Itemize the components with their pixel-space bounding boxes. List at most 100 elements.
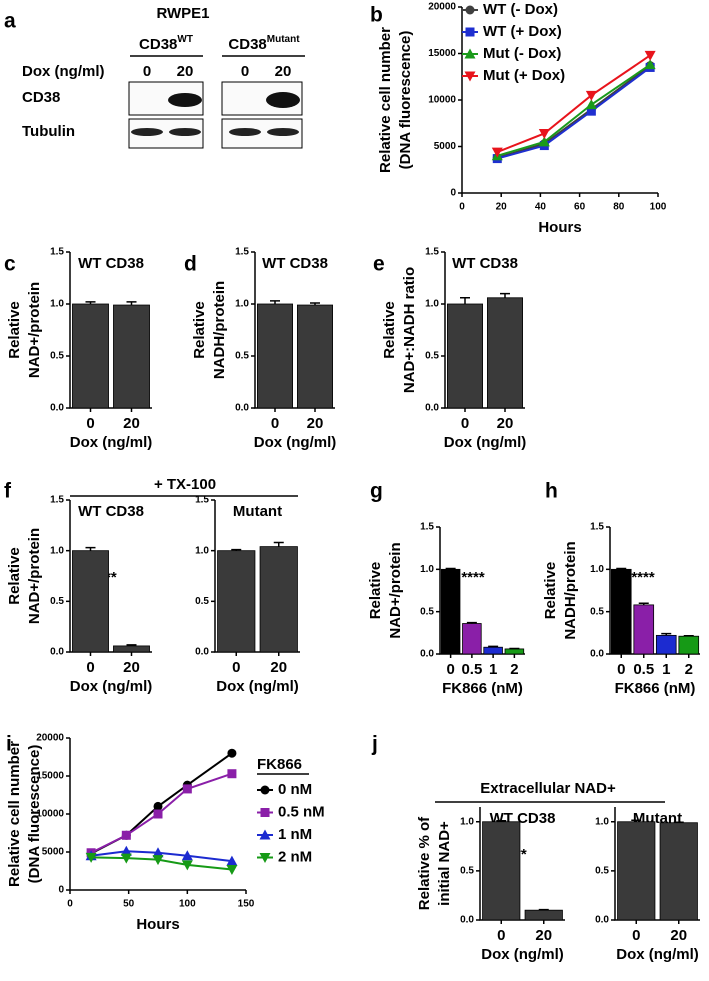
dose: 20 (275, 63, 292, 80)
group-label: CD38Mutant (228, 34, 300, 53)
significance: **** (631, 569, 655, 586)
x-tick-label: 2 (685, 661, 693, 678)
y-tick-label: 0.5 (50, 351, 64, 362)
y-axis-label: NAD+:NADH ratio (401, 267, 418, 393)
series-line (496, 64, 651, 159)
x-tick-label: 20 (497, 415, 514, 432)
x-tick-label: 0.5 (633, 661, 654, 678)
x-tick-label: 20 (307, 415, 324, 432)
y-axis-label: Relative (6, 547, 23, 605)
y-tick-label: 1.5 (50, 247, 64, 258)
chart-panel: 0.0 0.5 1.0 1.5 Mutant 0 20 Dox (ng/ml) (195, 495, 300, 695)
x-axis-label: Dox (ng/ml) (216, 678, 299, 695)
bar (610, 568, 632, 655)
marker (538, 128, 550, 139)
y-tick-label: 1.5 (590, 522, 604, 533)
marker (227, 769, 237, 779)
x-axis-label: Dox (ng/ml) (444, 434, 527, 451)
marker (538, 136, 550, 147)
y-axis-label: Relative (542, 562, 559, 620)
group-name: CD38 (228, 36, 266, 53)
marker (586, 106, 596, 116)
marker (464, 48, 476, 59)
x-tick-label: 2 (510, 661, 518, 678)
marker (585, 90, 597, 101)
legend-label: WT (+ Dox) (483, 23, 562, 40)
bar (482, 821, 521, 921)
y-tick-label: 1.0 (420, 564, 434, 575)
error-bar (466, 621, 477, 624)
y-axis-label: NAD+/protein (26, 528, 43, 624)
y-axis-label: initial NAD+ (436, 821, 453, 906)
x-tick-label: 0 (232, 659, 240, 676)
legend-title: FK866 (257, 756, 302, 773)
band (131, 128, 163, 136)
error-bar (126, 644, 137, 646)
legend-label: 2 nM (278, 848, 312, 865)
bar (633, 604, 655, 655)
marker (181, 850, 193, 861)
bar (483, 646, 503, 655)
x-axis-label: Dox (ng/ml) (70, 434, 153, 451)
marker (260, 785, 270, 795)
y-axis-label: Relative (6, 301, 23, 359)
chart-panel: 0.0 0.5 1.0 1.5 Relative NAD+/protein **** 0 0.5… (367, 522, 525, 697)
y-axis-label: NADH/protein (211, 281, 228, 379)
y-tick-label: 1.5 (195, 495, 209, 506)
group-superscript: WT (177, 34, 193, 45)
y-tick-label: 0.5 (50, 596, 64, 607)
y-tick-label: 1.0 (195, 545, 209, 556)
marker (491, 147, 503, 158)
x-tick-label: 0 (86, 659, 94, 676)
y-tick-label: 1.0 (425, 299, 439, 310)
y-axis-label: Relative cell number (377, 27, 394, 173)
x-tick-label: 20 (123, 415, 140, 432)
y-tick-label: 5000 (434, 141, 457, 152)
bracket-label: + TX-100 (154, 476, 216, 493)
chart-title: WT CD38 (452, 255, 518, 272)
y-tick-label: 0 (450, 188, 456, 199)
x-tick-label: 150 (238, 899, 255, 910)
y-axis-label: Relative (191, 301, 208, 359)
x-tick-label: 80 (613, 202, 625, 213)
error-bar (445, 567, 456, 570)
marker (153, 809, 163, 819)
x-tick-label: 0 (632, 927, 640, 944)
band (169, 128, 201, 136)
chart-panel: 0 5000 10000 15000 20000 Relative cell number… (6, 733, 325, 933)
bar (217, 550, 256, 653)
marker (121, 830, 131, 840)
bar (504, 648, 525, 655)
panel-label: f (4, 480, 12, 503)
panel-label: h (545, 480, 558, 503)
bar (486, 297, 523, 409)
x-tick-label: 100 (179, 899, 196, 910)
panel-label: c (4, 253, 16, 276)
y-tick-label: 15000 (36, 771, 64, 782)
y-tick-label: 10000 (36, 809, 64, 820)
bar (462, 623, 482, 655)
x-tick-label: 20 (270, 659, 287, 676)
marker (181, 860, 193, 871)
error-bar (500, 292, 510, 298)
series-line (497, 66, 651, 160)
y-axis-label: NAD+/protein (26, 282, 43, 378)
y-axis-label: NAD+/protein (387, 542, 404, 638)
brackets: + TX-100 Extracellular NAD+ (70, 476, 665, 803)
x-tick-label: 0 (617, 661, 625, 678)
marker (227, 748, 237, 758)
y-tick-label: 0.5 (425, 351, 439, 362)
y-tick-label: 1.5 (425, 247, 439, 258)
chart-panel: 0.0 0.5 1.0 1.5 Relative NAD+:NADH ratio WT CD… (381, 247, 526, 451)
panel-label: b (370, 4, 383, 27)
bar (446, 303, 483, 409)
x-axis-label: Dox (ng/ml) (254, 434, 337, 451)
x-axis-label: FK866 (nM) (615, 680, 696, 697)
legend-label: 0 nM (278, 781, 312, 798)
error-bar (231, 548, 242, 551)
x-tick-label: 0 (86, 415, 94, 432)
x-tick-label: 1 (489, 661, 497, 678)
panel-label: j (371, 733, 378, 756)
row-label: Tubulin (22, 123, 75, 140)
